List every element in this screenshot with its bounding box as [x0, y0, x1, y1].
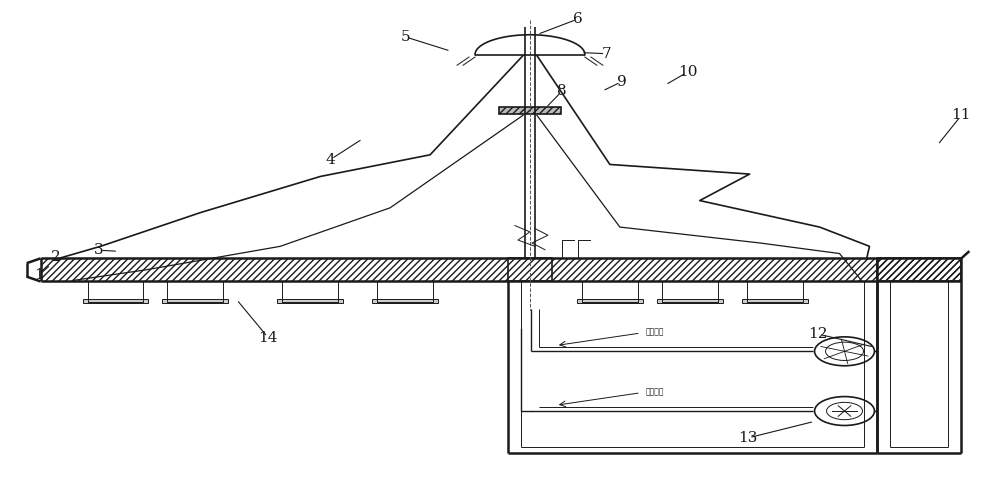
Text: 3: 3 [94, 243, 103, 257]
Bar [41, 258, 961, 282]
Text: 4: 4 [325, 153, 335, 167]
Circle shape [827, 402, 862, 420]
Text: 水流方向: 水流方向 [646, 387, 664, 396]
Bar [508, 258, 552, 282]
Bar [83, 299, 148, 303]
Circle shape [815, 397, 874, 426]
Bar [742, 299, 808, 303]
Text: 5: 5 [400, 30, 410, 44]
Text: 6: 6 [573, 12, 583, 26]
Circle shape [826, 342, 863, 360]
Bar [657, 299, 723, 303]
Bar [277, 299, 343, 303]
Text: 10: 10 [678, 65, 697, 79]
Text: 7: 7 [602, 47, 612, 61]
Bar [508, 258, 552, 282]
Text: 11: 11 [952, 108, 971, 122]
Text: 12: 12 [808, 327, 827, 341]
Bar [162, 299, 228, 303]
Text: 14: 14 [259, 331, 278, 345]
Text: 13: 13 [738, 431, 757, 445]
Text: 9: 9 [617, 74, 627, 88]
Text: 2: 2 [51, 250, 60, 264]
Text: 1: 1 [34, 268, 44, 282]
Bar [499, 107, 561, 114]
Bar [877, 258, 961, 282]
Bar [577, 299, 643, 303]
Circle shape [815, 337, 874, 366]
Text: 气流方向: 气流方向 [646, 327, 664, 337]
Bar [499, 107, 561, 114]
Text: 8: 8 [557, 84, 567, 98]
Bar [372, 299, 438, 303]
